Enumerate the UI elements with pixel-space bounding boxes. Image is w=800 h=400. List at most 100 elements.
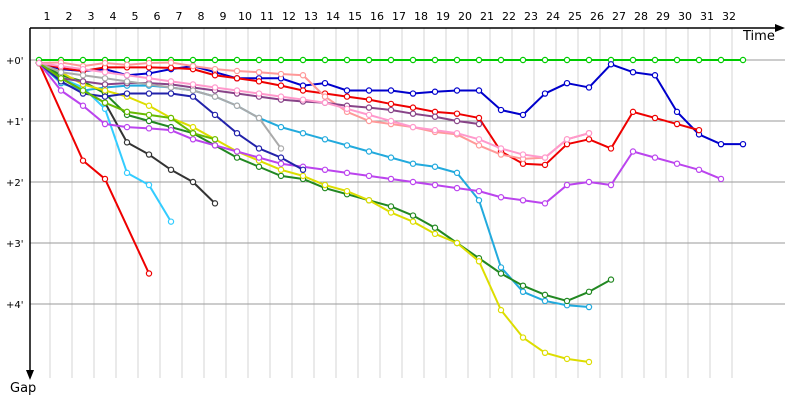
data-point: [101, 175, 109, 183]
data-point: [475, 56, 483, 64]
x-tick-label: 32: [722, 10, 736, 23]
data-point: [277, 82, 285, 89]
data-point: [629, 68, 637, 76]
data-point: [79, 87, 87, 94]
data-point: [431, 224, 439, 231]
data-point: [277, 70, 285, 78]
data-point: [189, 123, 197, 131]
data-point: [717, 140, 725, 148]
data-point: [343, 105, 351, 113]
data-point: [299, 96, 307, 103]
data-point: [387, 56, 395, 64]
data-point: [189, 62, 197, 70]
x-axis-arrow: [775, 24, 785, 32]
data-point: [387, 117, 395, 125]
data-point: [123, 78, 131, 85]
data-point: [343, 93, 351, 100]
data-point: [123, 139, 131, 146]
data-point: [563, 181, 571, 189]
x-tick-label: 30: [678, 10, 692, 23]
data-point: [541, 161, 549, 169]
data-point: [585, 303, 593, 311]
data-point: [277, 93, 285, 100]
data-point: [365, 148, 373, 155]
data-point: [277, 172, 285, 180]
series-line: [38, 62, 282, 150]
data-point: [651, 72, 659, 79]
data-point: [365, 87, 373, 94]
y-tick-label: +3': [6, 239, 24, 250]
data-point: [167, 166, 175, 173]
data-point: [123, 90, 131, 97]
data-point: [255, 114, 263, 122]
data-point: [739, 140, 747, 148]
data-point: [145, 111, 153, 119]
x-tick-label: 9: [220, 10, 227, 23]
data-point: [431, 230, 439, 238]
data-point: [277, 56, 285, 64]
data-point: [255, 56, 263, 64]
data-point: [101, 93, 109, 100]
data-point: [431, 181, 439, 189]
x-tick-label: 22: [502, 10, 516, 23]
grid: [30, 28, 785, 378]
data-point: [145, 90, 153, 97]
data-point: [277, 154, 285, 161]
data-point: [541, 56, 549, 64]
series-line: [38, 62, 590, 363]
x-tick-label: 1: [44, 10, 51, 23]
series-line: [38, 61, 590, 160]
data-point: [497, 270, 505, 277]
data-point: [739, 56, 747, 64]
data-point: [497, 151, 505, 158]
series-line: [38, 62, 590, 309]
data-point: [255, 154, 263, 161]
data-point: [563, 297, 571, 305]
data-point: [519, 151, 527, 158]
data-point: [497, 56, 505, 64]
data-point: [57, 87, 65, 94]
data-point: [541, 154, 549, 161]
x-tick-label: 13: [304, 10, 318, 23]
data-point: [585, 358, 593, 366]
data-point: [255, 145, 263, 152]
axes: [26, 24, 785, 380]
series-line: [38, 62, 150, 274]
data-point: [453, 239, 461, 247]
data-point: [365, 117, 373, 125]
data-point: [167, 59, 175, 66]
data-point: [695, 56, 703, 64]
data-point: [167, 84, 175, 91]
data-point: [365, 197, 373, 204]
x-tick-label: 24: [546, 10, 560, 23]
data-point: [409, 104, 417, 111]
data-point: [409, 218, 417, 225]
data-point: [321, 93, 329, 100]
data-point: [255, 78, 263, 85]
data-point: [343, 187, 351, 195]
data-point: [563, 79, 571, 87]
data-point: [343, 87, 351, 94]
data-point: [431, 163, 439, 170]
y-tick-label: +2': [6, 178, 24, 189]
data-point: [321, 79, 329, 87]
data-point: [497, 145, 505, 152]
data-point: [431, 113, 439, 120]
data-point: [475, 187, 483, 195]
data-point: [365, 172, 373, 180]
data-point: [519, 288, 527, 295]
x-tick-label: 31: [700, 10, 714, 23]
data-point: [255, 90, 263, 97]
data-point: [189, 178, 197, 186]
data-point: [277, 123, 285, 131]
data-point: [409, 110, 417, 117]
x-tick-label: 26: [590, 10, 604, 23]
data-point: [145, 81, 153, 88]
y-tick-label: +0': [6, 56, 24, 67]
data-point: [453, 117, 461, 125]
data-point: [541, 90, 549, 97]
data-point: [387, 154, 395, 161]
data-point: [101, 75, 109, 82]
